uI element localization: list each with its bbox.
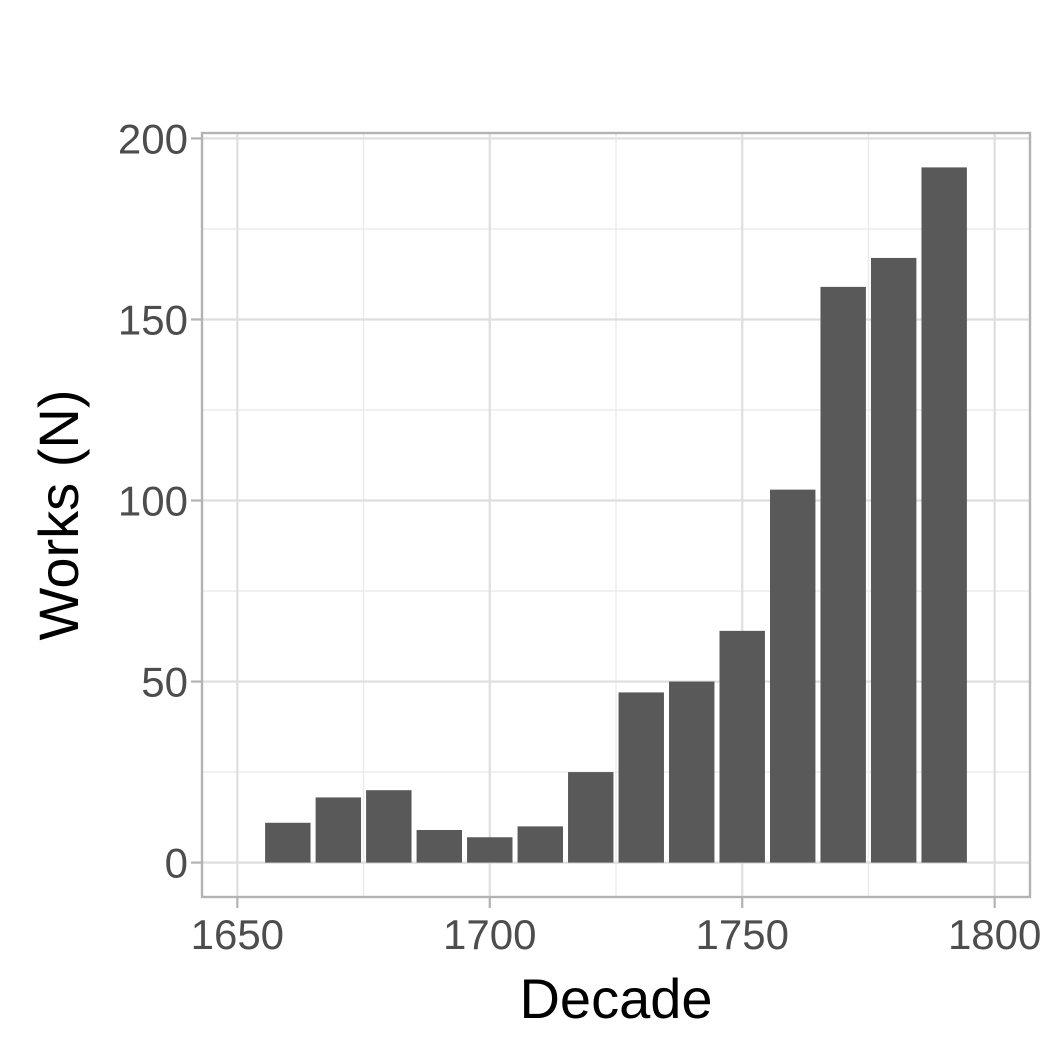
y-axis-title: Works (N) [27, 390, 90, 641]
x-tick-labels: 1650 1700 1750 1800 [191, 911, 1042, 958]
y-tick-label: 50 [141, 659, 188, 706]
ticks-layer [191, 137, 996, 908]
x-tick-label: 1750 [696, 911, 789, 958]
bar-1790 [921, 167, 967, 863]
bar-1660 [265, 822, 311, 863]
bar-1780 [870, 257, 917, 863]
bar-1730 [618, 692, 664, 863]
bar-1670 [315, 797, 362, 863]
x-tick-label: 1650 [191, 911, 284, 958]
y-tick-label: 150 [118, 296, 188, 343]
bar-1700 [467, 837, 513, 863]
bar-1740 [669, 681, 715, 863]
bar-1680 [366, 790, 412, 863]
panel-border [200, 131, 1032, 899]
x-axis-title: Decade [519, 967, 712, 1030]
y-tick-label: 100 [118, 478, 188, 525]
bar-1760 [769, 489, 816, 863]
bar-1720 [568, 772, 614, 863]
bar-1750 [719, 630, 765, 863]
bar-1690 [416, 830, 463, 863]
bar-1770 [820, 286, 866, 863]
y-tick-labels: 0 50 100 150 200 [118, 115, 188, 886]
x-tick-label: 1800 [948, 911, 1041, 958]
bars-layer [265, 167, 967, 863]
y-tick-label: 0 [165, 840, 188, 887]
x-tick-label: 1700 [443, 911, 536, 958]
bar-1710 [517, 826, 563, 863]
y-tick-label: 200 [118, 115, 188, 162]
